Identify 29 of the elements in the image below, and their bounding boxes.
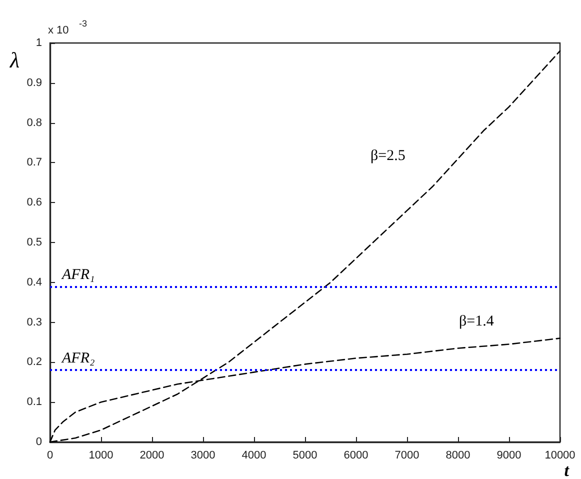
y-tick-label: 0 [36,436,42,448]
ref-line-label: AFR₂ [61,350,95,367]
series-label: β=1.4 [459,314,494,330]
y-tick-label: 0.6 [26,196,42,209]
y-axis-title: λ [9,48,20,72]
y-tick-label: 0.1 [26,396,42,408]
text: β=2.5 [370,148,406,164]
y-tick-label: 0.4 [26,276,42,288]
x-tick-label: 0 [46,450,54,462]
x-tick-label: 10000 [544,450,576,462]
y-tick-label: 0.8 [26,116,42,129]
x-tick-label: 2000 [140,450,164,462]
y-tick-label: 0.7 [26,156,42,169]
y-tick-label: 0.3 [26,316,42,328]
y-tick-label: 0.5 [26,236,42,248]
y-tick-label: 1 [36,37,42,49]
ref-line-label: AFR₁ [61,266,95,283]
x-tick-label: 7000 [394,450,420,462]
x-tick-label: 1000 [88,450,114,462]
x-tick-label: 3000 [190,450,216,462]
x-tick-label: 9000 [496,450,522,462]
y-tick-label: 0.2 [26,356,42,368]
x-axis-title: t [564,461,570,479]
x-tick-label: 5000 [292,450,318,462]
x-tick-label: 4000 [242,450,266,462]
x-tick-label: 6000 [344,450,368,462]
x-tick-label: 8000 [446,450,470,462]
y-tick-label: 0.9 [26,76,42,89]
text: x 10-3 [48,18,88,36]
